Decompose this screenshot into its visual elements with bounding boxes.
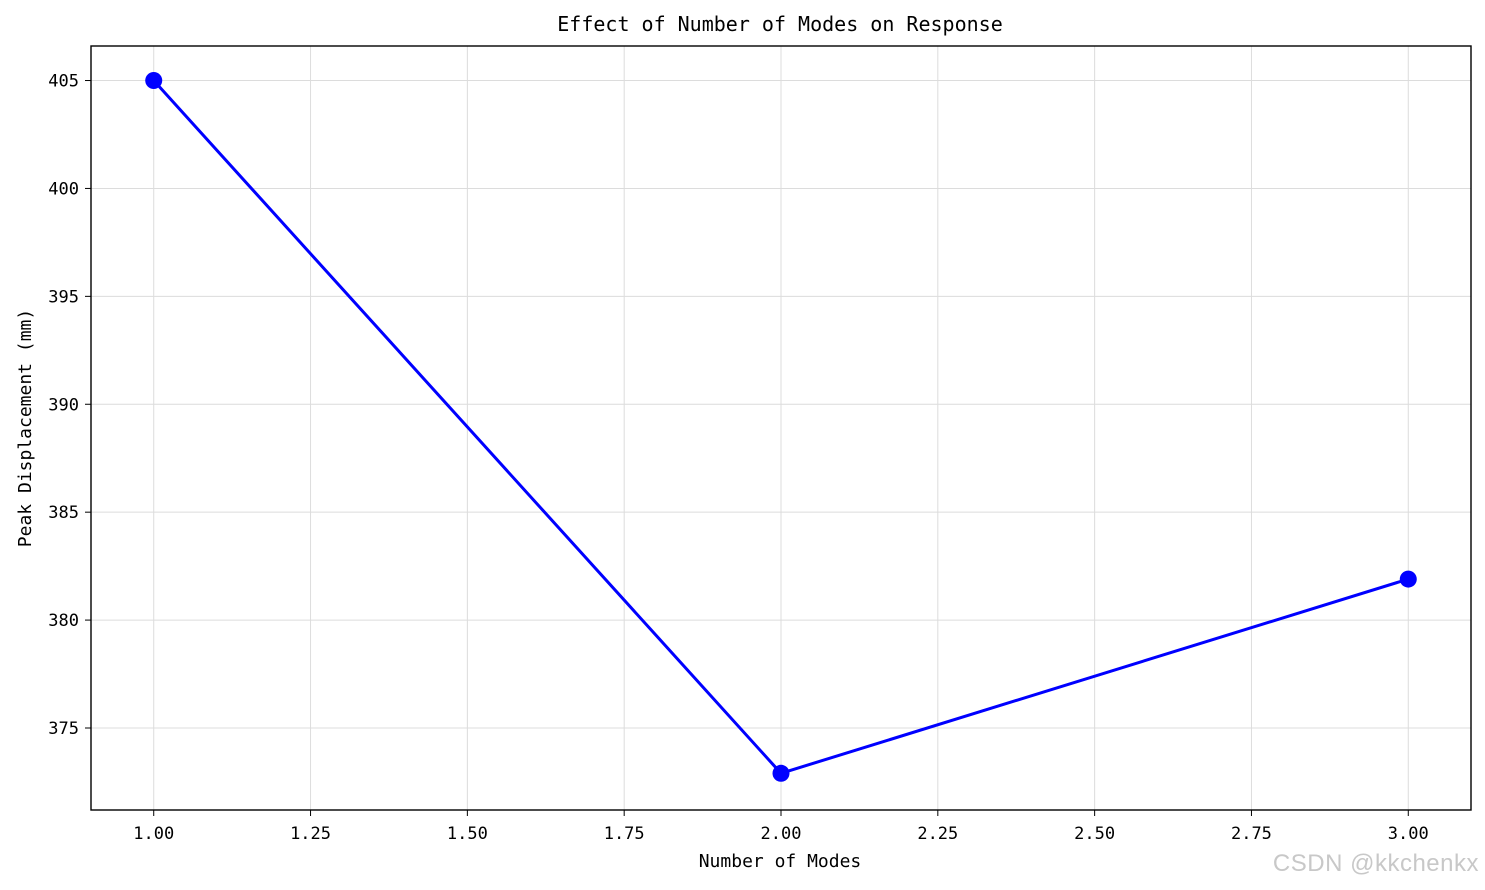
x-tick-label: 1.00 (133, 824, 174, 844)
chart-title: Effect of Number of Modes on Response (557, 12, 1003, 36)
y-tick-label: 400 (48, 179, 79, 199)
y-tick-label: 385 (48, 503, 79, 523)
grid (91, 46, 1471, 810)
x-tick-label: 2.75 (1231, 824, 1272, 844)
x-tick-label: 3.00 (1388, 824, 1429, 844)
data-point (772, 764, 790, 782)
data-point (145, 72, 163, 90)
x-tick-label: 2.50 (1074, 824, 1115, 844)
y-tick-label: 380 (48, 611, 79, 631)
x-axis-label: Number of Modes (699, 851, 862, 872)
data-series (145, 72, 1417, 782)
axes: 1.00 1.25 1.50 1.75 2.00 2.25 2.50 2.75 3.00 375 3… (48, 45, 1472, 844)
y-tick-label: 390 (48, 395, 79, 415)
y-tick-label: 405 (48, 72, 79, 92)
y-tick-label: 395 (48, 287, 79, 307)
x-tick-label: 1.25 (290, 824, 331, 844)
watermark-text: CSDN @kkchenkx (1272, 850, 1479, 877)
x-tick-label: 1.75 (604, 824, 645, 844)
y-axis-label: Peak Displacement (mm) (15, 309, 36, 547)
y-tick-label: 375 (48, 719, 79, 739)
x-tick-label: 1.50 (447, 824, 488, 844)
data-point (1399, 570, 1417, 588)
x-tick-label: 2.00 (761, 824, 802, 844)
x-tick-label: 2.25 (917, 824, 958, 844)
